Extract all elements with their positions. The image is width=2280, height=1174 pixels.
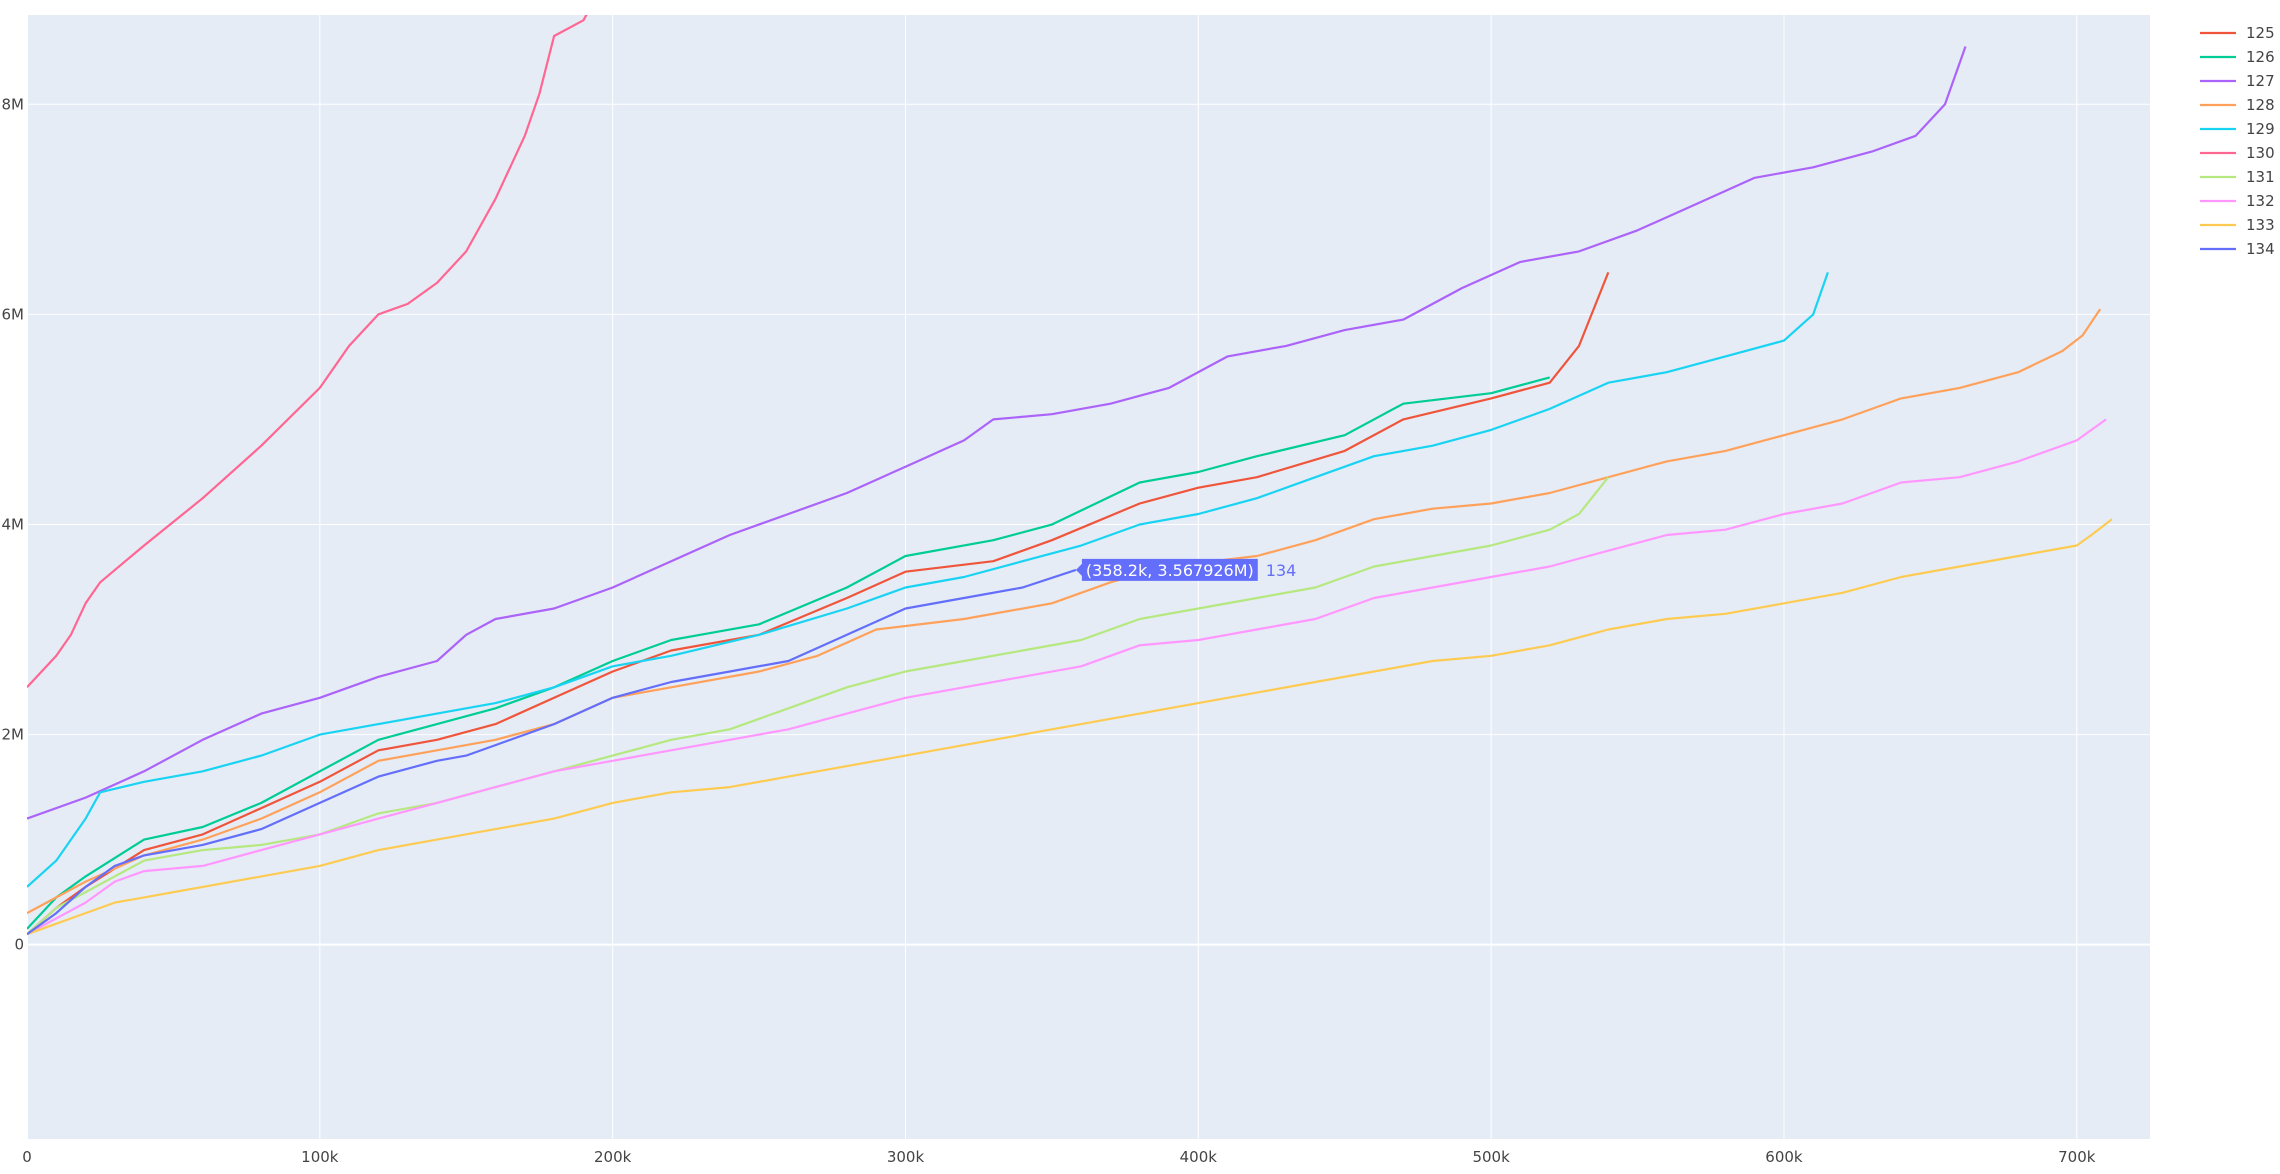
legend-item-132[interactable]: 132 (2200, 192, 2275, 210)
legend-label: 128 (2246, 96, 2275, 114)
legend-item-134[interactable]: 134 (2200, 240, 2275, 258)
legend-label: 131 (2246, 168, 2275, 186)
hover-label: (358.2k, 3.567926M) (1086, 561, 1254, 580)
series-line-132[interactable] (27, 418, 2107, 936)
y-tick-label: 4M (2, 515, 25, 533)
hover-box (1075, 558, 1258, 581)
legend-label: 126 (2246, 48, 2275, 66)
legend-label: 134 (2246, 240, 2275, 258)
x-tick-label: 0 (22, 1148, 32, 1166)
legend-item-126[interactable]: 126 (2200, 48, 2275, 66)
series-line-126[interactable] (27, 376, 1550, 930)
x-tick-label: 300k (887, 1148, 925, 1166)
legend-label: 129 (2246, 120, 2275, 138)
legend[interactable]: 125 126 127 128 129 130 131 132 133 134 (2200, 24, 2275, 258)
legend-item-127[interactable]: 127 (2200, 72, 2275, 90)
series-line-131[interactable] (27, 476, 1610, 936)
legend-item-129[interactable]: 129 (2200, 120, 2275, 138)
legend-label: 132 (2246, 192, 2275, 210)
legend-item-128[interactable]: 128 (2200, 96, 2275, 114)
hover-series-name: 134 (1266, 561, 1297, 580)
legend-item-131[interactable]: 131 (2200, 168, 2275, 186)
legend-label: 125 (2246, 24, 2275, 42)
legend-label: 130 (2246, 144, 2275, 162)
y-axis-ticks: 0 2M 4M 6M 8M (2, 95, 25, 953)
legend-item-133[interactable]: 133 (2200, 216, 2275, 234)
legend-label: 133 (2246, 216, 2275, 234)
series-line-133[interactable] (27, 518, 2113, 936)
x-tick-label: 600k (1765, 1148, 1803, 1166)
y-tick-label: 0 (14, 936, 24, 954)
legend-label: 127 (2246, 72, 2275, 90)
y-tick-label: 8M (2, 95, 25, 113)
series-line-129[interactable] (27, 272, 1829, 888)
series-line-134[interactable] (27, 568, 1077, 936)
legend-item-125[interactable]: 125 (2200, 24, 2275, 42)
x-tick-label: 500k (1472, 1148, 1510, 1166)
series-lines (27, 0, 2113, 936)
x-tick-label: 200k (594, 1148, 632, 1166)
x-tick-label: 700k (2058, 1148, 2096, 1166)
hover-tooltip: (358.2k, 3.567926M) 134 (1075, 558, 1297, 581)
series-line-127[interactable] (27, 46, 1967, 820)
x-tick-label: 400k (1180, 1148, 1218, 1166)
x-axis-ticks: 0 100k 200k 300k 400k 500k 600k 700k (22, 1148, 2096, 1166)
series-line-130[interactable] (27, 0, 598, 689)
y-tick-label: 2M (2, 726, 25, 744)
x-tick-label: 100k (301, 1148, 339, 1166)
y-tick-label: 6M (2, 305, 25, 323)
legend-item-130[interactable]: 130 (2200, 144, 2275, 162)
series-line-128[interactable] (27, 308, 2102, 915)
